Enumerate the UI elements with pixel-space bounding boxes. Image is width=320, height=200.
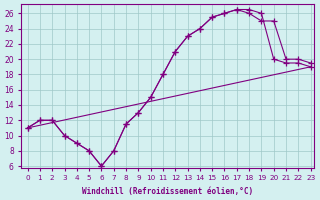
X-axis label: Windchill (Refroidissement éolien,°C): Windchill (Refroidissement éolien,°C): [82, 187, 253, 196]
